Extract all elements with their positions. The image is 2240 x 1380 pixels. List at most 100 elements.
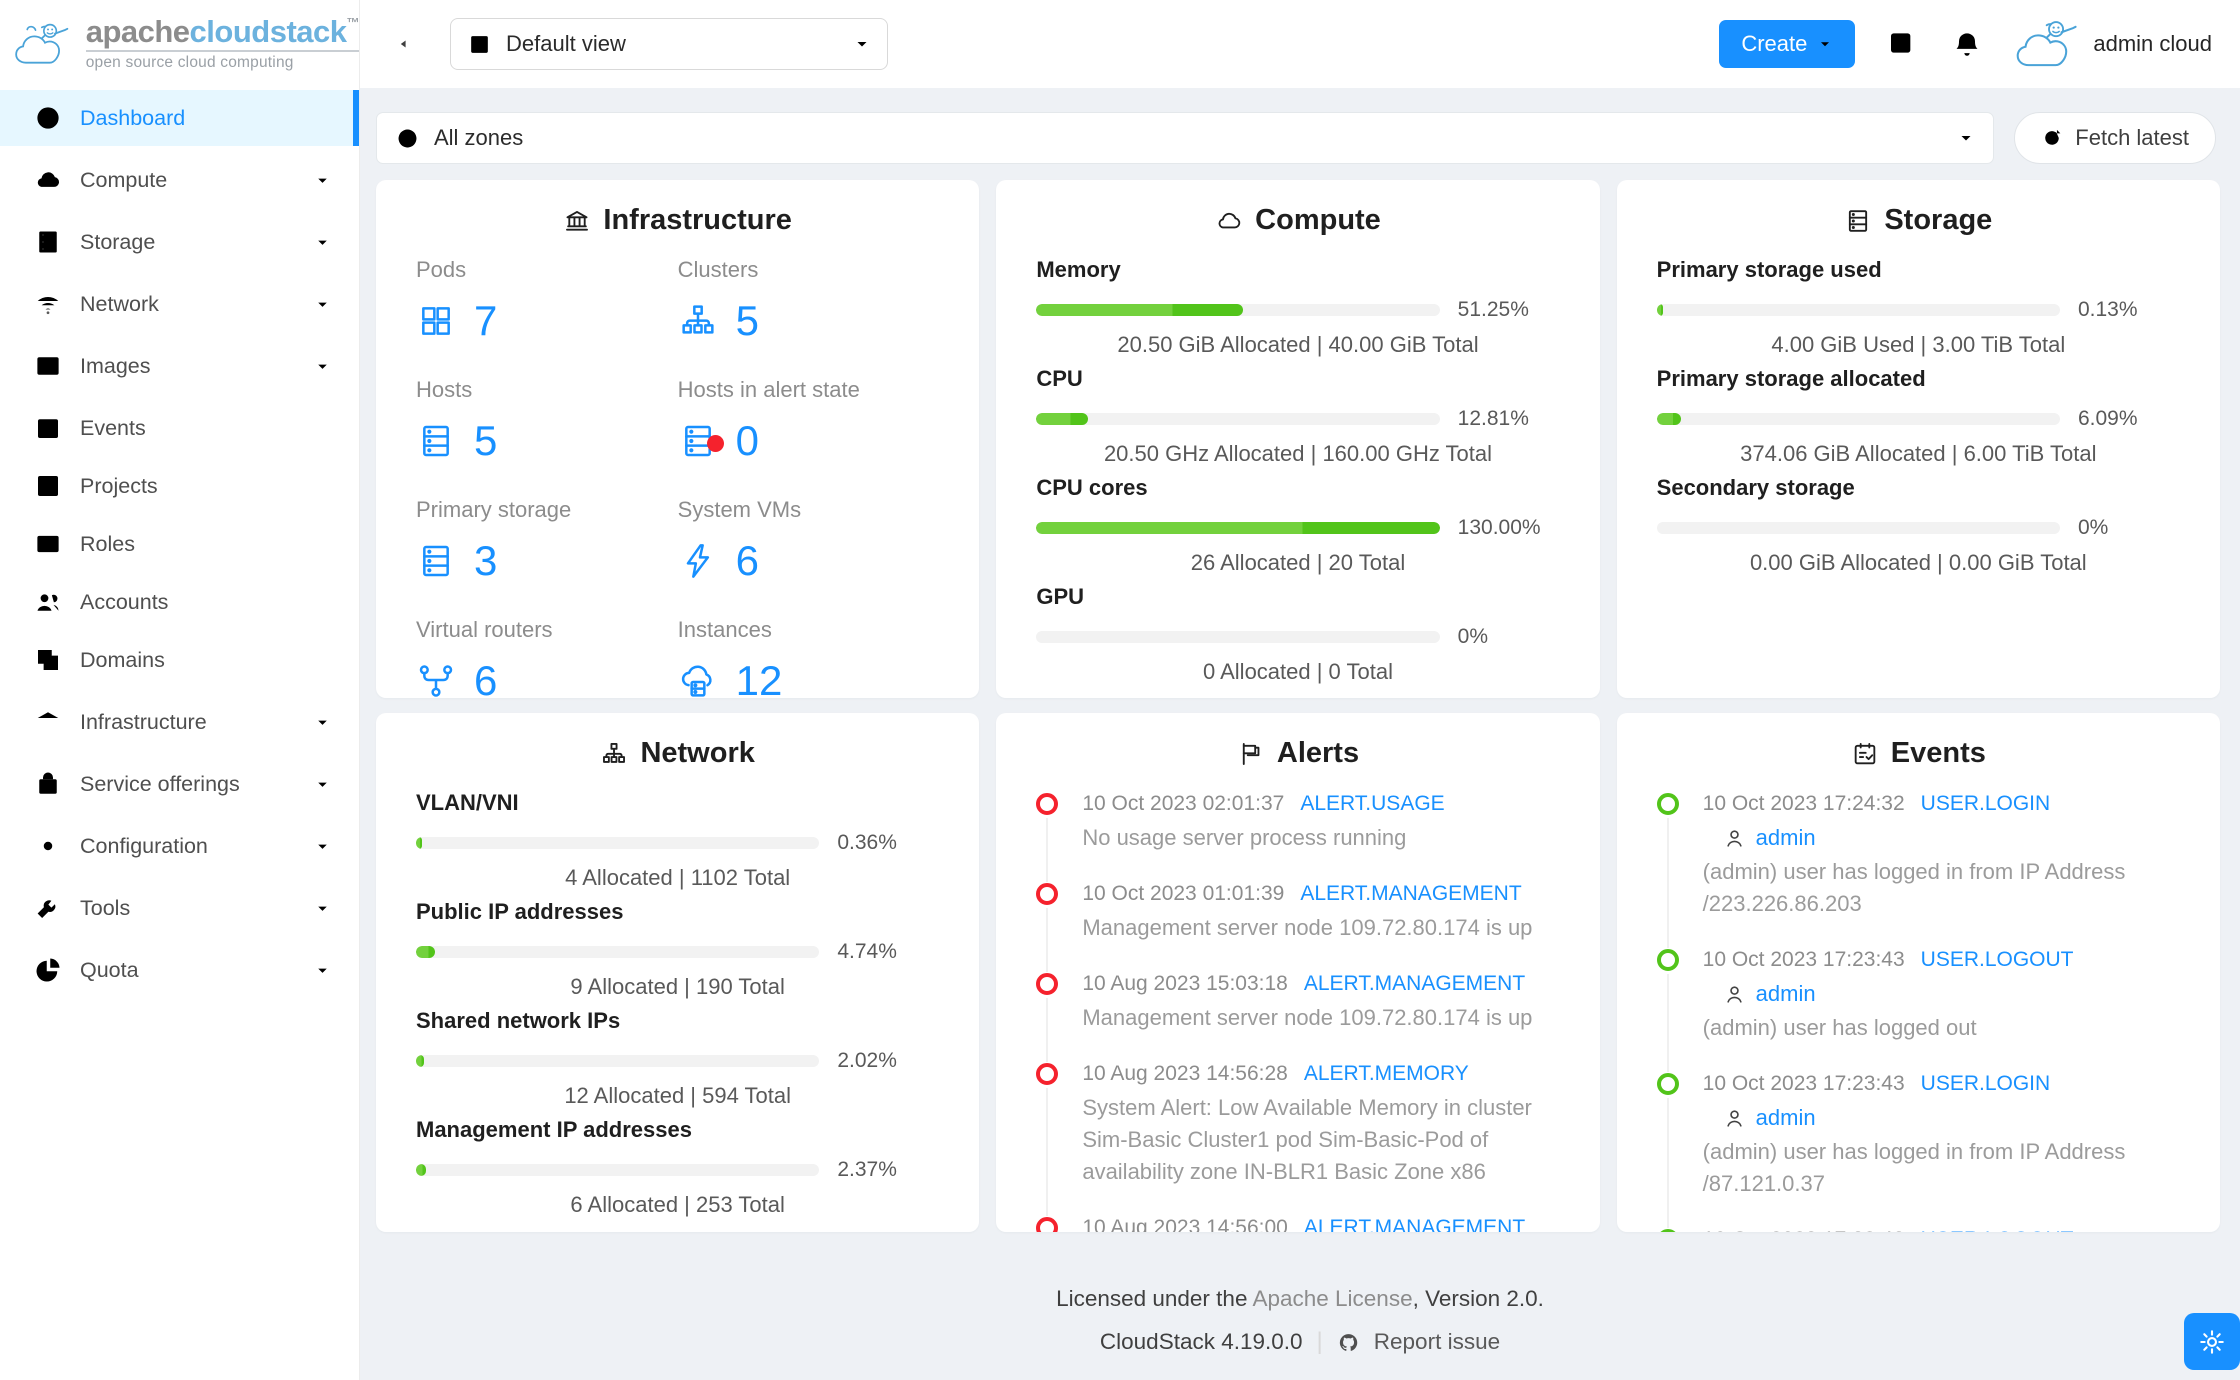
event-dot-icon <box>1656 793 1679 815</box>
sidebar-item-label: Quota <box>80 957 139 982</box>
zone-select[interactable]: All zones <box>376 112 1995 164</box>
sidebar-item-service-offerings[interactable]: Service offerings <box>0 756 359 812</box>
event-item: 10 Oct 2023 17:23:43 USER.LOGIN admin (ad… <box>1656 1070 2180 1228</box>
meter-primary-storage-allocated: Primary storage allocated 6.09% 374.06 G… <box>1656 366 2138 466</box>
sidebar-item-label: Configuration <box>80 833 208 858</box>
alerts-card-title: Alerts <box>1036 737 1559 770</box>
event-type-link[interactable]: USER.LOGIN <box>1920 1072 2051 1095</box>
translate-icon[interactable] <box>1887 28 1919 60</box>
event-type-link[interactable]: USER.LOGOUT <box>1921 1226 2074 1232</box>
sidebar-item-network[interactable]: Network <box>0 276 359 332</box>
user-icon <box>1723 983 1746 1006</box>
sidebar-item-domains[interactable]: Domains <box>0 632 359 688</box>
cloudmonkey-logo-icon <box>15 23 69 64</box>
pie-chart-icon <box>33 955 63 985</box>
network-card: Network VLAN/VNI 0.36% 4 Allocated | 110… <box>376 713 980 1232</box>
sidebar: apachecloudstack™ open source cloud comp… <box>0 0 360 1380</box>
sidebar-item-storage[interactable]: Storage <box>0 214 359 270</box>
alert-dot-icon <box>1036 883 1059 905</box>
version-line: CloudStack 4.19.0.0 | Report issue <box>360 1328 2240 1356</box>
sidebar-item-roles[interactable]: Roles <box>0 516 359 572</box>
sidebar-item-label: Roles <box>80 531 135 556</box>
alerts-card: Alerts 10 Oct 2023 02:01:37 ALERT.USAGE N… <box>996 713 1600 1232</box>
view-select[interactable]: Default view <box>450 18 888 70</box>
alert-item: 10 Oct 2023 02:01:37 ALERT.USAGE No usage… <box>1036 790 1559 882</box>
event-type-link[interactable]: USER.LOGOUT <box>1920 948 2074 971</box>
sidebar-collapse-icon[interactable] <box>396 28 428 60</box>
logo-title: apachecloudstack™ <box>85 14 360 49</box>
stat-system-vms: System VMs 6 <box>677 497 802 584</box>
sidebar-item-events[interactable]: Events <box>0 400 359 456</box>
dashboard-grid: Infrastructure Pods 7 Clusters 5 Hosts 5 <box>376 180 2220 1232</box>
wifi-icon <box>33 289 63 319</box>
chevron-down-icon <box>314 172 331 189</box>
sidebar-item-projects[interactable]: Projects <box>0 458 359 514</box>
picture-icon <box>33 351 63 381</box>
sidebar-item-label: Projects <box>80 473 158 498</box>
sidebar-item-label: Network <box>80 291 159 316</box>
zone-select-value: All zones <box>434 125 524 150</box>
apache-license-link[interactable]: Apache License <box>1252 1286 1413 1311</box>
chevron-down-icon <box>314 838 331 855</box>
fetch-latest-label: Fetch latest <box>2075 125 2189 150</box>
sidebar-item-tools[interactable]: Tools <box>0 880 359 936</box>
alert-type-link[interactable]: ALERT.USAGE <box>1300 792 1445 815</box>
chevron-down-icon <box>1817 36 1833 52</box>
sidebar-item-accounts[interactable]: Accounts <box>0 574 359 630</box>
globe-icon <box>395 126 420 151</box>
alert-type-link[interactable]: ALERT.MANAGEMENT <box>1303 972 1526 995</box>
sidebar-menu: Dashboard Compute Storage Network Images <box>0 88 359 1380</box>
fetch-latest-button[interactable]: Fetch latest <box>2014 112 2216 164</box>
fork-icon <box>416 661 456 698</box>
sidebar-item-dashboard[interactable]: Dashboard <box>0 90 359 146</box>
idcard-icon <box>33 529 63 559</box>
meter-vlan: VLAN/VNI 0.36% 4 Allocated | 1102 Total <box>416 790 897 890</box>
event-user-link[interactable]: admin <box>1755 1105 1816 1130</box>
view-select-value: Default view <box>506 31 626 56</box>
alert-type-link[interactable]: ALERT.MEMORY <box>1303 1062 1469 1085</box>
sidebar-item-label: Dashboard <box>80 105 186 130</box>
event-item: 10 Oct 2023 17:22:42USER.LOGOUT <box>1656 1226 2180 1232</box>
event-type-link[interactable]: USER.LOGIN <box>1920 792 2051 815</box>
top-bar: Default view Create admin cloud <box>360 0 2240 88</box>
database-icon <box>416 541 456 581</box>
main-area: Default view Create admin cloud <box>360 0 2240 1380</box>
event-user-link[interactable]: admin <box>1755 981 1816 1006</box>
meter-cpu-cores: CPU cores 130.00% 26 Allocated | 20 Tota… <box>1036 475 1541 575</box>
version-text: CloudStack 4.19.0.0 <box>1099 1329 1303 1354</box>
progress-bar <box>1036 522 1440 534</box>
progress-bar <box>1036 413 1440 425</box>
chevron-down-icon <box>314 714 331 731</box>
stat-hosts-alert: Hosts in alert state 0 <box>677 377 860 464</box>
progress-bar <box>1656 413 2060 425</box>
alert-type-link[interactable]: ALERT.MANAGEMENT <box>1300 882 1522 905</box>
database-icon <box>33 227 63 257</box>
user-name[interactable]: admin cloud <box>2093 31 2212 56</box>
chevron-down-icon <box>1957 129 1975 147</box>
cluster-icon <box>600 740 628 768</box>
sidebar-item-label: Domains <box>80 647 165 672</box>
meter-cpu: CPU 12.81% 20.50 GHz Allocated | 160.00 … <box>1036 366 1529 466</box>
settings-fab-button[interactable] <box>2184 1313 2240 1370</box>
sidebar-item-quota[interactable]: Quota <box>0 942 359 998</box>
compute-card-title: Compute <box>1036 204 1559 237</box>
alert-type-link[interactable]: ALERT.MANAGEMENT <box>1303 1216 1526 1232</box>
user-avatar[interactable] <box>2013 18 2085 70</box>
gear-icon <box>33 831 63 861</box>
sidebar-item-infrastructure[interactable]: Infrastructure <box>0 694 359 750</box>
sidebar-item-configuration[interactable]: Configuration <box>0 818 359 874</box>
meter-primary-storage-used: Primary storage used 0.13% 4.00 GiB Used… <box>1656 257 2138 357</box>
chevron-down-icon <box>314 900 331 917</box>
report-issue-link[interactable]: Report issue <box>1373 1329 1501 1354</box>
sidebar-item-label: Accounts <box>80 589 169 614</box>
meter-shared-network-ips: Shared network IPs 2.02% 12 Allocated | … <box>416 1008 897 1108</box>
sidebar-item-images[interactable]: Images <box>0 338 359 394</box>
sidebar-item-label: Images <box>80 353 151 378</box>
event-user-link[interactable]: admin <box>1755 825 1816 850</box>
gear-icon <box>2198 1328 2226 1356</box>
sidebar-item-compute[interactable]: Compute <box>0 152 359 208</box>
logo-text: apachecloudstack™ open source cloud comp… <box>85 14 360 72</box>
alert-dot-icon <box>1036 973 1059 995</box>
notification-bell-icon[interactable] <box>1951 28 1983 60</box>
create-button[interactable]: Create <box>1719 20 1856 68</box>
